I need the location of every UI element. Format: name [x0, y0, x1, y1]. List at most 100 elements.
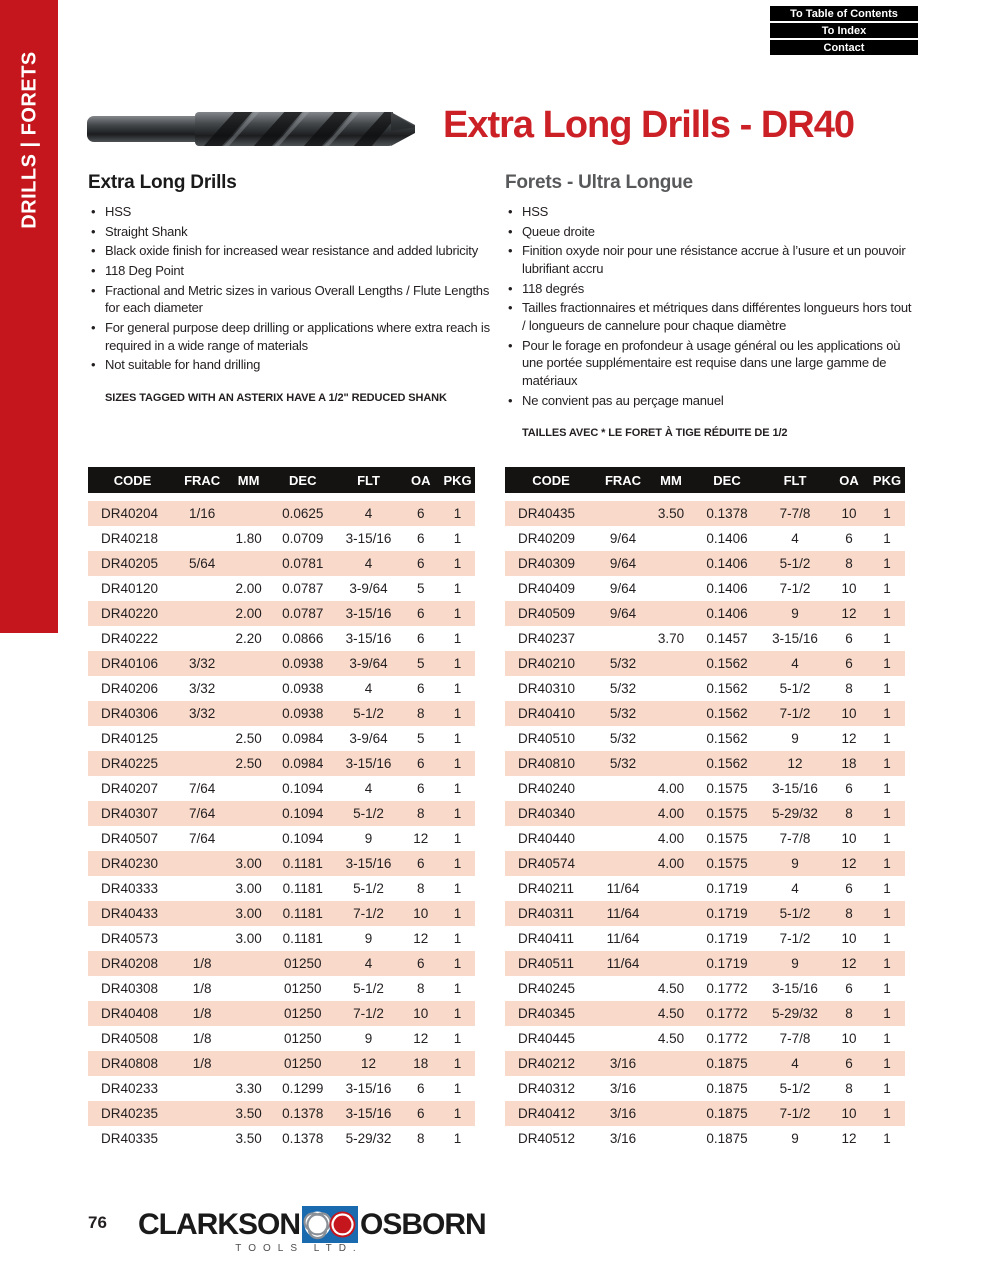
table-cell: 3.50 — [235, 1131, 262, 1146]
table-cell — [649, 951, 693, 976]
table-cell — [177, 876, 227, 901]
french-note: TAILLES AVEC * LE FORET À TIGE RÉDUITE D… — [522, 427, 788, 440]
table-cell: DR40507 — [101, 831, 159, 846]
table-cell: DR40218 — [101, 531, 159, 546]
table-cell: 8 — [417, 981, 425, 996]
table-cell: DR40333 — [101, 881, 159, 896]
table-cell: 9 — [364, 1031, 373, 1046]
table-cell: 1 — [440, 1051, 475, 1076]
table-cell: DR40409 — [518, 581, 576, 596]
table-cell: 1 — [453, 581, 462, 596]
column-header: PKG — [440, 467, 475, 493]
table-cell: 6 — [401, 601, 441, 626]
table-cell: 0.0984 — [269, 751, 336, 776]
table-cell: DR40408 — [88, 1001, 177, 1026]
table-cell — [597, 501, 649, 526]
table-cell: 6 — [829, 651, 869, 676]
table-cell: DR40311 — [505, 901, 597, 926]
table-cell: 12 — [829, 851, 869, 876]
table-cell: 1 — [883, 631, 891, 646]
table-cell: 0.1406 — [706, 581, 748, 596]
table-cell: 3/32 — [177, 701, 228, 726]
table-cell: DR40810 — [505, 751, 597, 776]
table-row: DR40309 9/64 0.1406 5-1/2 8 1 — [505, 551, 905, 576]
table-cell: 1 — [869, 601, 905, 626]
table-cell: 1 — [453, 981, 462, 996]
table-row: DR40307 7/64 0.1094 5-1/2 8 1 — [88, 801, 475, 826]
table-cell — [227, 951, 270, 976]
table-cell — [227, 501, 270, 526]
table-cell: 5 — [401, 651, 441, 676]
table-cell — [597, 626, 649, 651]
table-cell: 9/64 — [597, 551, 649, 576]
table-cell — [227, 1051, 270, 1076]
table-cell — [177, 726, 227, 751]
table-cell — [649, 701, 693, 726]
table-cell: 4 — [791, 531, 799, 546]
to-index-button[interactable]: To Index — [770, 23, 918, 38]
column-header: FLT — [761, 467, 829, 493]
table-cell: 2.50 — [227, 751, 270, 776]
table-row: DR40125 2.50 0.0984 3-9/64 5 1 — [88, 726, 475, 751]
table-cell: 1 — [440, 651, 475, 676]
table-row: DR40509 9/64 0.1406 9 12 1 — [505, 601, 905, 626]
table-cell: 8 — [401, 801, 441, 826]
bullet-item: HSS — [505, 203, 913, 221]
table-cell: 0.1181 — [282, 881, 323, 896]
table-cell: DR40512 — [518, 1131, 576, 1146]
table-row: DR40218 1.80 0.0709 3-15/16 6 1 — [88, 526, 475, 551]
table-cell: 1/8 — [192, 1031, 212, 1046]
table-cell: 1 — [440, 601, 475, 626]
table-cell: 2.50 — [235, 731, 262, 746]
english-note: SIZES TAGGED WITH AN ASTERIX HAVE A 1/2"… — [105, 392, 447, 405]
table-cell: 5-1/2 — [353, 981, 384, 996]
bullet-item: Queue droite — [505, 223, 913, 241]
table-cell: DR40230 — [88, 851, 177, 876]
table-cell: 1 — [440, 951, 475, 976]
table-row: DR40410 5/32 0.1562 7-1/2 10 1 — [505, 701, 905, 726]
table-cell: 0.1406 — [693, 551, 761, 576]
bullet-item: HSS — [88, 203, 492, 221]
table-cell: 1 — [883, 531, 891, 546]
table-cell: 8 — [829, 801, 869, 826]
table-row: DR40312 3/16 0.1875 5-1/2 8 1 — [505, 1076, 905, 1101]
table-cell: 12 — [841, 731, 857, 746]
table-cell: 4 — [364, 781, 373, 796]
table-cell: 5 — [417, 731, 425, 746]
contact-button[interactable]: Contact — [770, 40, 918, 55]
table-cell: DR40808 — [88, 1051, 177, 1076]
table-cell: 1 — [883, 831, 891, 846]
table-cell: 6 — [401, 751, 441, 776]
table-cell: 5 — [417, 581, 425, 596]
table-cell: DR40509 — [505, 601, 597, 626]
table-cell: DR40307 — [88, 801, 177, 826]
table-cell: 1 — [869, 1051, 905, 1076]
page-title: Extra Long Drills - DR40 — [443, 104, 855, 146]
table-cell: 1 — [883, 931, 891, 946]
table-cell: 0.1875 — [706, 1131, 748, 1146]
column-header: CODE — [88, 467, 177, 493]
table-cell: DR40233 — [101, 1081, 159, 1096]
table-cell: 5/64 — [177, 551, 228, 576]
bullet-item: For general purpose deep drilling or app… — [88, 319, 492, 354]
bullet-item: Finition oxyde noir pour une résistance … — [505, 242, 913, 277]
table-cell: 4.50 — [649, 1001, 693, 1026]
table-cell: DR40312 — [518, 1081, 576, 1096]
table-cell: 18 — [401, 1051, 441, 1076]
table-cell: 9/64 — [609, 581, 637, 596]
table-cell: 1 — [869, 951, 905, 976]
table-cell — [227, 651, 270, 676]
to-table-of-contents-button[interactable]: To Table of Contents — [770, 6, 918, 21]
table-cell — [177, 901, 228, 926]
table-row: DR40810 5/32 0.1562 12 18 1 — [505, 751, 905, 776]
table-cell: 3-15/16 — [335, 851, 402, 876]
table-cell — [649, 1076, 693, 1101]
table-cell: 5/32 — [597, 651, 649, 676]
table-cell — [597, 801, 649, 826]
table-cell: DR40345 — [505, 1001, 597, 1026]
table-cell — [227, 551, 270, 576]
logo-subtitle: TOOLS LTD. — [235, 1243, 363, 1254]
table-cell: 6 — [401, 501, 441, 526]
table-cell: DR40508 — [101, 1031, 159, 1046]
table-cell: 9/64 — [597, 601, 649, 626]
